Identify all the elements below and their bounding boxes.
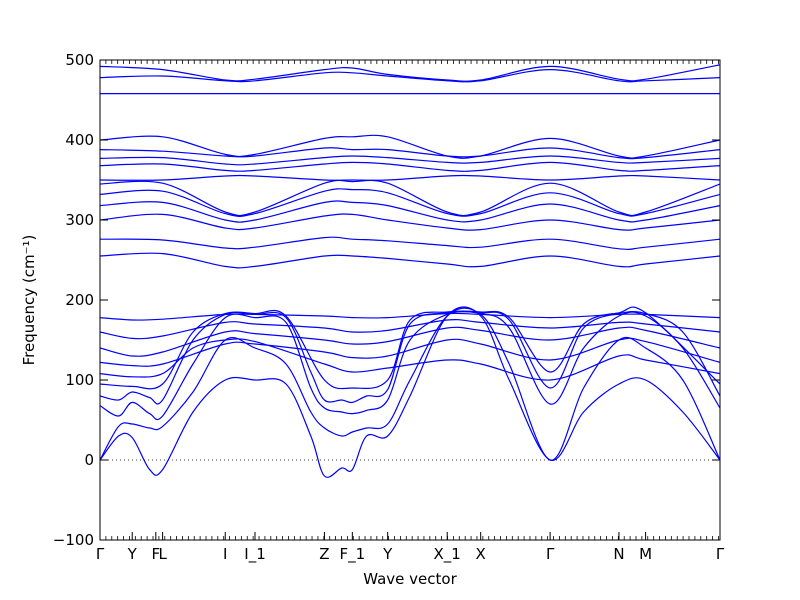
x-tick-label-13: N [613,545,624,563]
band-line-8 [100,326,720,357]
band-line-17 [100,174,720,181]
band-line-23 [100,69,720,83]
y-axis-ticks: −100 0 100 200 300 400 500 [53,51,720,549]
x-tick-label-7: Z [319,545,329,563]
band-line-24 [100,64,720,82]
y-axis-label: Frequency (cm⁻¹) [20,235,38,366]
plot-frame [99,59,721,541]
band-line-15 [100,188,720,217]
band-line-1 [100,306,720,478]
band-line-11 [100,252,720,269]
x-tick-label-14: M [639,545,652,563]
band-line-20 [100,147,720,160]
x-tick-label-5: I [223,545,227,563]
y-tick-label-3: 100 [65,371,94,389]
band-line-12 [100,236,720,250]
band-line-7 [100,337,720,367]
x-tick-label-1: Γ [96,545,105,563]
x-tick-label-2: Y [127,545,138,563]
y-tick-label-6: 400 [65,131,94,149]
x-tick-label-9: Y [382,545,393,563]
band-line-18 [100,161,720,172]
band-line-10 [100,312,720,321]
x-tick-label-15: Γ [716,545,725,563]
x-tick-label-3: F [151,545,160,563]
band-line-21 [100,134,720,159]
y-tick-label-4: 200 [65,291,94,309]
band-line-3 [100,310,720,421]
band-line-16 [100,179,720,217]
band-line-5 [100,306,720,390]
y-tick-label-7: 500 [65,51,94,69]
x-axis-label: Wave vector [363,570,457,588]
band-line-6 [100,338,720,381]
band-line-14 [100,200,720,223]
band-line-9 [100,319,720,340]
band-line-13 [100,213,720,231]
band-line-2 [100,307,720,461]
x-tick-label-6: I_1 [244,545,265,564]
x-tick-label-8: F_1 [340,545,366,564]
x-tick-label-4: L [158,545,167,563]
x-tick-label-10: X_1 [434,545,461,564]
x-axis-ticks: Γ Y FL I I_1 Z F_1 Y X_1 X Γ N M Γ [96,60,725,564]
band-line-4 [100,310,720,405]
y-tick-label-2: 0 [84,451,94,469]
x-tick-label-11: X [476,545,486,563]
y-tick-label-1: −100 [53,531,94,549]
y-tick-label-5: 300 [65,211,94,229]
x-tick-label-12: Γ [546,545,555,563]
band-line-19 [100,155,720,166]
phonon-bands [100,64,720,478]
